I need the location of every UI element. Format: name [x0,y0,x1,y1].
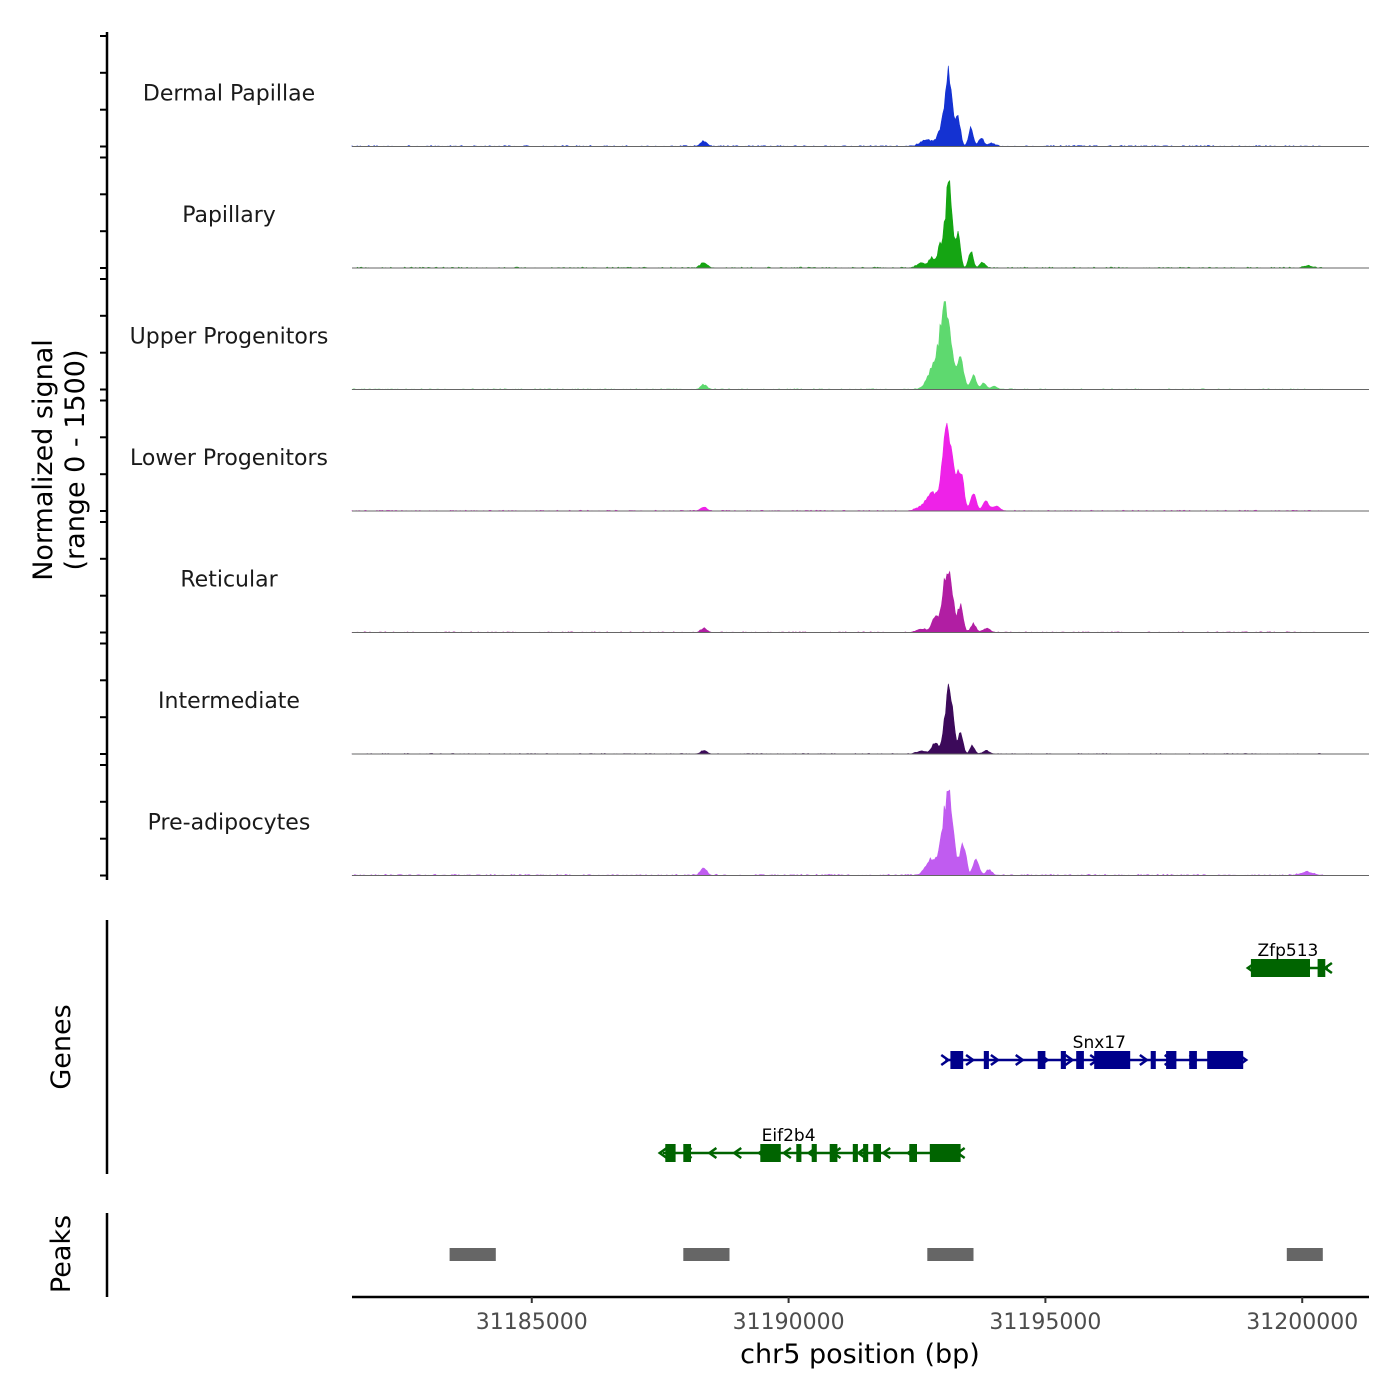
strand-arrow [1015,1053,1025,1067]
peak-region [449,1248,496,1261]
x-axis-ticks: 31185000 31190000 31195000 31200000 [476,1297,1358,1335]
gene-exon [950,1051,964,1069]
gene-annotations: Zfp513 Snx17 Eif2b4 [657,941,1333,1162]
coverage-tracks: Dermal Papillae Papillary Upper Progenitor… [130,65,1369,876]
strand-arrow [1139,1053,1150,1067]
gene-exon [1189,1051,1197,1069]
signal-area [351,180,1323,269]
coverage-track: Upper Progenitors [130,301,1369,390]
gene-exon [1317,959,1326,977]
gene-exon [863,1144,869,1162]
strand-arrow [940,1053,951,1067]
strand-arrow [707,1146,718,1160]
track-label: Papillary [182,203,276,228]
coverage-track: Papillary [182,180,1369,269]
gene-model: Eif2b4 [657,1126,966,1162]
peak-region [927,1248,974,1261]
gene-exon [1094,1051,1131,1069]
gene-exon [852,1144,858,1162]
signal-area [351,65,1324,147]
gene-exon [1166,1051,1177,1069]
strand-arrow [781,1146,792,1160]
peak-regions [449,1248,1323,1261]
coverage-track: Lower Progenitors [130,422,1369,512]
peak-region [1286,1248,1323,1261]
y-axis-title-line1: Normalized signal [28,339,59,581]
gene-exon [1207,1051,1244,1069]
peaks-track-label: Peaks [46,1215,77,1293]
gene-exon [1037,1051,1046,1069]
track-label: Intermediate [158,689,300,714]
x-tick-label: 31185000 [476,1310,588,1335]
signal-area [351,789,1324,876]
track-label: Lower Progenitors [130,446,328,471]
strand-arrow [657,1146,668,1160]
x-tick-label: 31190000 [733,1310,845,1335]
y-axis-title-line2: (range 0 - 1500) [60,350,91,571]
strand-arrow [990,1053,1001,1067]
track-label: Pre-adipocytes [148,811,311,836]
coverage-track: Pre-adipocytes [148,789,1369,876]
signal-area [351,570,1324,633]
gene-exon [683,1144,691,1162]
coverage-track: Reticular [180,568,1369,633]
gene-exon [1150,1051,1156,1069]
strand-arrow [856,1146,867,1160]
strand-arrow [1322,961,1333,975]
gene-model: Snx17 [940,1033,1249,1069]
strand-arrow [965,1053,976,1067]
coverage-track: Dermal Papillae [143,65,1369,147]
signal-area [351,683,1323,755]
gene-exon [1250,959,1310,977]
gene-exon [665,1144,676,1162]
gene-exon [983,1051,989,1069]
strand-arrow [881,1146,891,1160]
signal-area [351,422,1324,512]
peak-region [683,1248,730,1261]
gene-exon [873,1144,881,1162]
gene-model: Zfp513 [1245,941,1333,977]
track-label: Dermal Papillae [143,82,315,107]
strand-arrow [1064,1053,1075,1067]
signal-area [351,301,1324,390]
x-tick-label: 31195000 [989,1310,1101,1335]
gene-exon [1060,1051,1066,1069]
track-label: Upper Progenitors [130,325,329,350]
coverage-track: Intermediate [158,683,1369,755]
gene-exon [829,1144,838,1162]
gene-exon [909,1144,917,1162]
genes-track-label: Genes [46,1004,77,1089]
gene-name-label: Eif2b4 [762,1126,816,1146]
track-label: Reticular [180,568,278,593]
gene-exon [760,1144,781,1162]
gene-name-label: Zfp513 [1257,941,1318,961]
gene-name-label: Snx17 [1073,1033,1126,1053]
gene-exon [811,1144,817,1162]
gene-exon [929,1144,961,1162]
gene-exon [796,1144,802,1162]
x-tick-label: 31200000 [1246,1310,1358,1335]
strand-arrow [732,1146,742,1160]
gene-exon [1076,1051,1084,1069]
coverage-y-ticks [100,35,107,877]
x-axis-title: chr5 position (bp) [740,1339,980,1370]
